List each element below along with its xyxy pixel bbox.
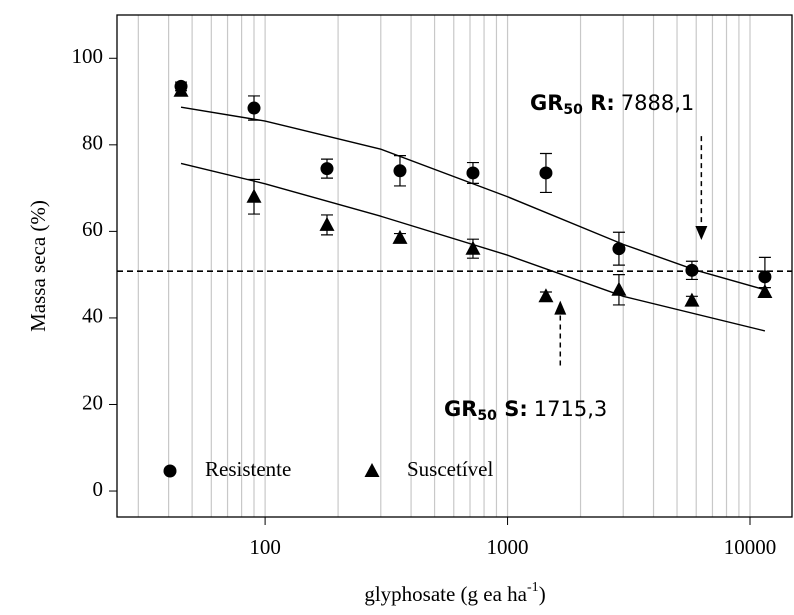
annotation: GR50 S: 1715,3 — [444, 397, 607, 424]
y-tick-label: 40 — [82, 304, 103, 328]
x-axis-label: glyphosate (g ea ha-1) — [364, 580, 545, 606]
fit-curve — [180, 162, 766, 332]
plot-frame — [116, 14, 793, 518]
point — [465, 240, 481, 255]
point — [757, 283, 773, 298]
point — [392, 229, 408, 244]
annotation-prefix: GR — [530, 91, 563, 115]
y-tick-label: 20 — [82, 390, 103, 414]
x-tick-label: 10000 — [724, 535, 777, 559]
point — [319, 216, 335, 231]
x-tick-label: 100 — [249, 535, 281, 559]
legend-marker — [163, 464, 177, 478]
annotation: GR50 R: 7888,1 — [530, 91, 694, 118]
annotation-prefix: GR — [444, 397, 477, 421]
arrow-head — [695, 226, 708, 241]
y-tick-label: 80 — [82, 131, 103, 155]
point — [320, 162, 334, 176]
arrow-head — [554, 300, 567, 315]
y-tick-label: 100 — [72, 44, 104, 68]
point — [393, 164, 407, 178]
y-tick-label: 60 — [82, 217, 103, 241]
point — [247, 101, 261, 115]
annotation-value: 1715,3 — [534, 397, 607, 421]
annotation-label: S: — [497, 397, 528, 421]
point — [684, 292, 700, 307]
annotation-subscript: 50 — [477, 408, 497, 424]
point — [612, 242, 626, 256]
y-tick-label: 0 — [93, 477, 104, 501]
legend-marker — [364, 463, 380, 477]
legend-label: Resistente — [205, 457, 291, 481]
annotation-label: R: — [583, 91, 615, 115]
legend-label: Suscetível — [407, 457, 493, 481]
point — [539, 166, 553, 180]
x-tick-label: 1000 — [487, 535, 529, 559]
point — [246, 188, 262, 203]
point — [611, 281, 627, 296]
annotation-value: 7888,1 — [621, 91, 694, 115]
point — [466, 166, 480, 180]
point — [173, 82, 189, 97]
point — [685, 263, 699, 277]
point — [758, 270, 772, 284]
y-axis-label: Massa seca (%) — [26, 200, 50, 332]
annotation-subscript: 50 — [563, 102, 583, 118]
point — [538, 288, 554, 303]
